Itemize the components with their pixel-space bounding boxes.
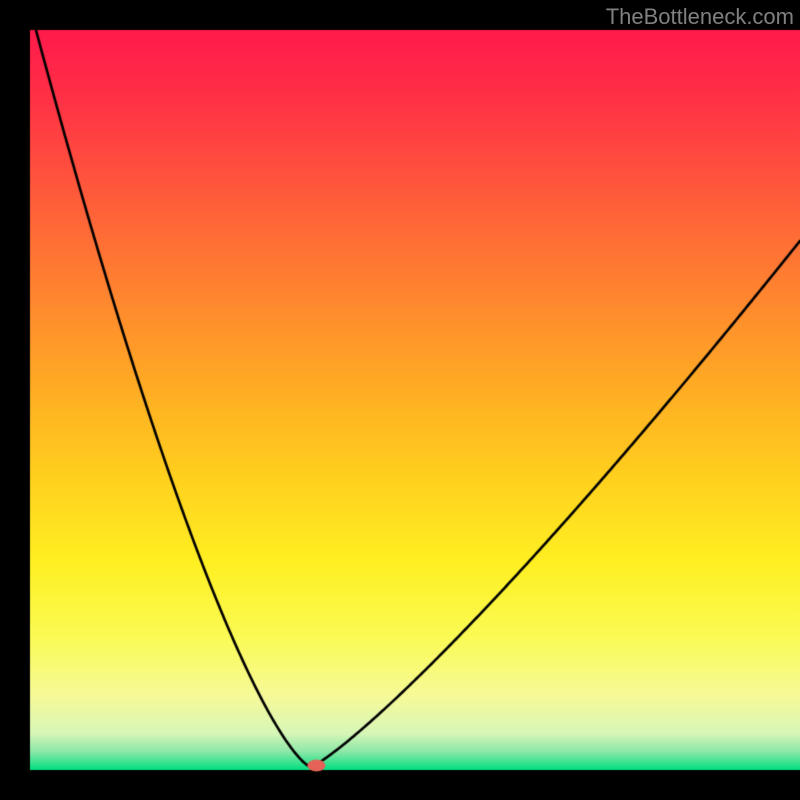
- bottleneck-chart: [0, 0, 800, 800]
- watermark-text: TheBottleneck.com: [606, 4, 794, 30]
